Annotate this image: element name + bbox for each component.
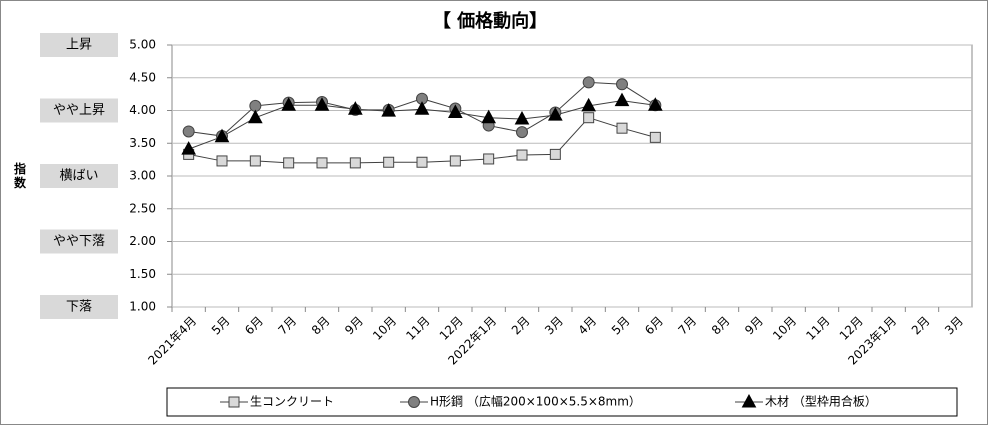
- legend-marker: [408, 396, 420, 408]
- chart-title: 【 価格動向】: [433, 10, 547, 32]
- legend-label: 木材 （型枠用合板）: [765, 394, 877, 409]
- y-tick-label: 1.50: [129, 267, 156, 281]
- data-point: [414, 101, 430, 115]
- y-tick-label: 3.00: [129, 169, 156, 183]
- y-tick-label: 1.00: [129, 300, 156, 314]
- data-point: [314, 97, 330, 111]
- data-point: [181, 141, 197, 155]
- y-tick-label: 3.50: [129, 136, 156, 150]
- data-point: [516, 126, 528, 139]
- level-label: 横ばい: [59, 169, 98, 184]
- y-tick-label: 4.00: [129, 103, 156, 117]
- legend-label: 生コンクリート: [250, 395, 334, 409]
- data-point: [283, 157, 295, 169]
- data-point: [216, 155, 228, 167]
- level-box: [40, 229, 118, 254]
- data-point: [416, 156, 428, 168]
- data-point: [547, 107, 563, 121]
- data-point: [614, 92, 630, 107]
- level-label: 上昇: [66, 38, 92, 53]
- y-tick-label: 5.00: [129, 38, 156, 52]
- level-label: やや上昇: [53, 103, 105, 118]
- data-point: [647, 97, 663, 111]
- data-point: [582, 76, 595, 89]
- data-point: [616, 122, 628, 134]
- data-point: [349, 157, 361, 169]
- y-axis-label: 指数: [14, 160, 27, 189]
- data-point: [383, 156, 395, 168]
- data-point: [583, 112, 595, 124]
- level-box: [40, 295, 118, 319]
- level-label: やや下落: [53, 234, 105, 249]
- data-point: [214, 128, 230, 143]
- data-point: [447, 104, 463, 118]
- legend-box: [166, 387, 958, 417]
- data-point: [481, 109, 497, 124]
- y-tick-label: 2.50: [129, 201, 156, 215]
- data-point: [516, 149, 528, 161]
- data-point: [381, 103, 397, 117]
- data-point: [483, 153, 495, 165]
- level-box: [40, 33, 118, 57]
- data-point: [347, 101, 363, 115]
- data-point: [649, 131, 661, 143]
- y-tick-label: 2.00: [129, 234, 156, 248]
- y-tick-label: 4.50: [129, 70, 156, 84]
- data-point: [616, 78, 628, 91]
- legend-label: H形鋼 （広幅200×100×5.5×8mm）: [430, 394, 641, 409]
- legend-marker: [228, 396, 240, 408]
- data-point: [182, 125, 195, 138]
- data-point: [247, 109, 263, 124]
- level-box: [40, 98, 118, 123]
- data-point: [281, 97, 297, 111]
- level-label: 下落: [66, 300, 92, 315]
- data-point: [249, 155, 261, 167]
- legend-marker: [741, 393, 757, 408]
- data-point: [316, 157, 328, 169]
- data-point: [581, 97, 597, 112]
- data-point: [514, 110, 530, 125]
- data-point: [549, 148, 561, 160]
- level-box: [40, 164, 118, 188]
- data-point: [449, 155, 461, 167]
